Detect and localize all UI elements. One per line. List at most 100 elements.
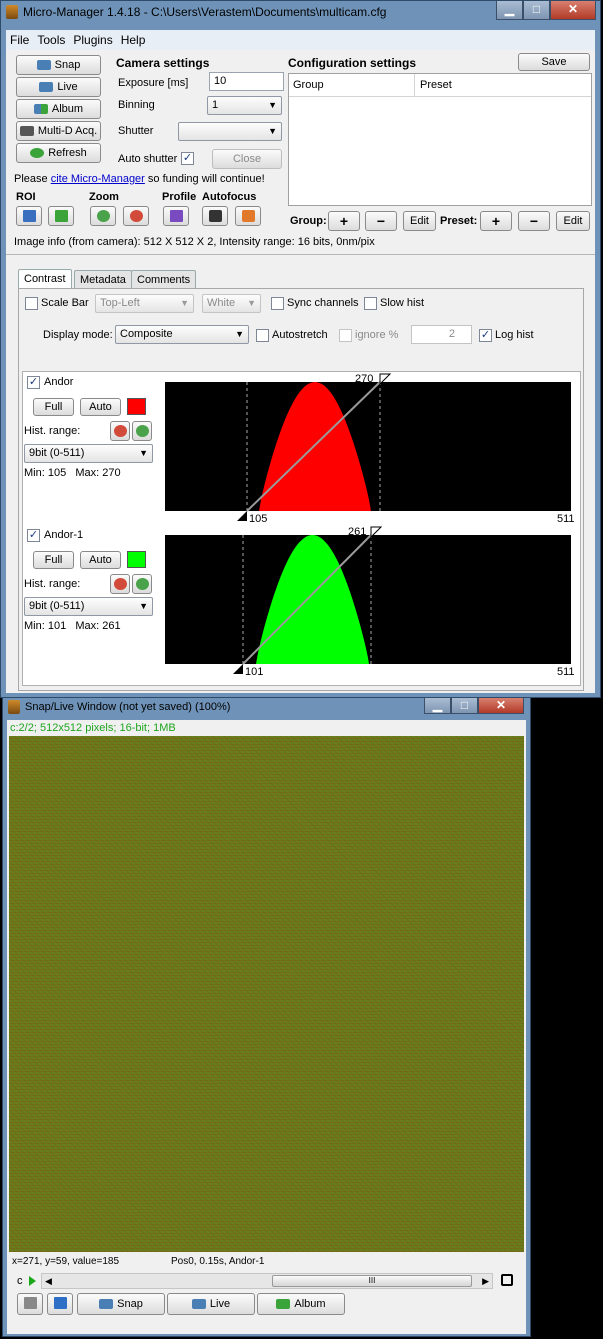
group-column-header[interactable]: Group [289, 74, 415, 96]
snap-maximize-button[interactable]: □ [451, 698, 478, 714]
image-canvas[interactable] [9, 736, 524, 1252]
binning-select[interactable]: 1 ▼ [207, 96, 282, 115]
autofocus-title: Autofocus [202, 191, 257, 203]
open-folder-button[interactable] [17, 1293, 43, 1315]
channel-andor-1-hist-range-label: Hist. range: [24, 578, 81, 590]
channel-andor-1-histogram[interactable]: 261 101 511 [161, 525, 581, 680]
snap-window-snap-button[interactable]: Snap [77, 1293, 165, 1315]
film-strip-icon [19, 126, 34, 137]
channel-andor-zoom-out-button[interactable] [110, 421, 130, 441]
display-mode-select[interactable]: Composite ▼ [115, 325, 249, 344]
channel-andor-1-auto-button[interactable]: Auto [80, 551, 121, 569]
snap-minimize-button[interactable]: ▁ [424, 698, 451, 714]
scale-bar-checkbox[interactable] [25, 297, 38, 310]
channel-andor-checkbox[interactable]: ✓ [27, 376, 40, 389]
set-roi-button[interactable] [16, 206, 42, 226]
save-image-button[interactable] [47, 1293, 73, 1315]
config-table: Group Preset [288, 73, 592, 206]
snap-window-album-button[interactable]: Album [257, 1293, 345, 1315]
play-icon[interactable] [29, 1276, 36, 1286]
preset-remove-button[interactable]: − [518, 211, 550, 231]
channel-andor-histogram[interactable]: 270 105 511 [161, 372, 581, 525]
ignore-percent-spinner[interactable]: 2 [411, 325, 472, 344]
config-save-button[interactable]: Save [518, 53, 590, 71]
arrow-right-icon [276, 1299, 291, 1310]
menu-plugins[interactable]: Plugins [73, 33, 113, 47]
snap-close-button[interactable]: ✕ [478, 698, 524, 714]
zoom-in-button[interactable] [90, 206, 116, 226]
tab-contrast[interactable]: Contrast [18, 269, 72, 288]
menu-tools[interactable]: Tools [37, 33, 66, 47]
snap-titlebar[interactable]: Snap/Live Window (not yet saved) (100%) [3, 698, 530, 717]
channel-andor-1-range-select[interactable]: 9bit (0-511) ▼ [24, 597, 153, 616]
autofocus-settings-button[interactable] [235, 206, 261, 226]
sync-channels-checkbox[interactable] [271, 297, 284, 310]
channel-andor-1-checkbox[interactable]: ✓ [27, 529, 40, 542]
channel-andor-color-swatch[interactable] [127, 398, 146, 415]
snap-window-live-button[interactable]: Live [167, 1293, 255, 1315]
log-hist-checkbox[interactable]: ✓ [479, 329, 492, 342]
channel-andor-auto-button[interactable]: Auto [80, 398, 121, 416]
group-remove-button[interactable]: − [365, 211, 397, 231]
shutter-close-button[interactable]: Close [212, 149, 282, 169]
tab-comments[interactable]: Comments [131, 270, 197, 289]
zoom-out-icon [130, 210, 143, 222]
ignore-percent-checkbox[interactable] [339, 329, 352, 342]
scale-bar-position-select[interactable]: Top-Left ▼ [95, 294, 194, 313]
chevron-down-icon: ▼ [268, 126, 277, 136]
scale-bar-color-select[interactable]: White ▼ [202, 294, 261, 313]
preset-edit-button[interactable]: Edit [556, 211, 590, 231]
channel-andor-min-handle [237, 511, 247, 521]
line-profile-button[interactable] [163, 206, 189, 226]
scroll-thumb[interactable]: III [272, 1275, 472, 1287]
channel-andor-1-zoom-in-button[interactable] [132, 574, 152, 594]
minimize-button[interactable]: ▁ [496, 1, 523, 20]
group-edit-button[interactable]: Edit [403, 211, 436, 231]
roi-title: ROI [16, 191, 36, 203]
shutter-select[interactable]: ▼ [178, 122, 282, 141]
lock-icon[interactable] [501, 1274, 513, 1286]
refresh-button[interactable]: Refresh [16, 143, 101, 163]
scroll-right-icon[interactable]: ▶ [482, 1276, 489, 1286]
channel-andor-1-name: Andor-1 [44, 529, 84, 541]
auto-shutter-label: Auto shutter [118, 153, 178, 165]
autostretch-checkbox[interactable] [256, 329, 269, 342]
album-button[interactable]: Album [16, 99, 101, 119]
slow-hist-checkbox[interactable] [364, 297, 377, 310]
channel-andor-1-full-button[interactable]: Full [33, 551, 74, 569]
multi-d-acq-button[interactable]: Multi-D Acq. [16, 121, 101, 141]
video-camera-icon [39, 82, 54, 93]
menu-help[interactable]: Help [120, 33, 146, 47]
maximize-button[interactable]: □ [523, 1, 550, 20]
clear-roi-button[interactable] [48, 206, 74, 226]
snap-live-window: Snap/Live Window (not yet saved) (100%) … [2, 697, 531, 1337]
profile-icon [170, 210, 183, 222]
preset-add-button[interactable]: + [480, 211, 512, 231]
log-hist-label: Log hist [495, 329, 534, 341]
channel-scrollbar[interactable]: ◀ III ▶ [41, 1273, 493, 1289]
channel-andor-zoom-in-button[interactable] [132, 421, 152, 441]
exposure-input[interactable]: 10 [209, 72, 284, 91]
zoom-out-button[interactable] [123, 206, 149, 226]
preset-column-header[interactable]: Preset [420, 79, 452, 91]
close-button[interactable]: ✕ [550, 1, 596, 20]
menu-file[interactable]: File [10, 33, 30, 47]
main-titlebar[interactable]: Micro-Manager 1.4.18 - C:\Users\Verastem… [1, 1, 600, 23]
floppy-disk-icon [54, 1297, 67, 1309]
autofocus-button[interactable] [202, 206, 228, 226]
channel-andor-1-color-swatch[interactable] [127, 551, 146, 568]
channel-andor-1-zoom-out-button[interactable] [110, 574, 130, 594]
scroll-left-icon[interactable]: ◀ [45, 1276, 52, 1286]
snap-client: c:2/2; 512x512 pixels; 16-bit; 1MB x=271… [7, 720, 526, 1334]
camera-icon [99, 1299, 114, 1310]
channels-area: ✓ Andor Full Auto Hist. range: 9bit (0-5… [22, 371, 581, 686]
snap-button[interactable]: Snap [16, 55, 101, 75]
auto-shutter-checkbox[interactable]: ✓ [181, 152, 194, 165]
channel-andor-min-max: Min: 105 Max: 270 [24, 467, 121, 479]
channel-andor-full-button[interactable]: Full [33, 398, 74, 416]
live-button[interactable]: Live [16, 77, 101, 97]
tab-metadata[interactable]: Metadata [74, 270, 132, 289]
cite-link[interactable]: cite Micro-Manager [50, 173, 145, 185]
group-add-button[interactable]: + [328, 211, 360, 231]
channel-andor-range-select[interactable]: 9bit (0-511) ▼ [24, 444, 153, 463]
